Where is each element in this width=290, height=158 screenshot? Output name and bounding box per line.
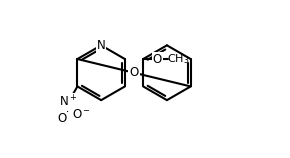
Text: N: N	[97, 39, 106, 52]
Text: N$^+$: N$^+$	[59, 94, 78, 110]
Text: O: O	[129, 66, 139, 79]
Text: O: O	[153, 52, 162, 66]
Text: O: O	[58, 112, 67, 125]
Text: O$^-$: O$^-$	[72, 108, 91, 121]
Text: CH$_3$: CH$_3$	[167, 52, 190, 66]
